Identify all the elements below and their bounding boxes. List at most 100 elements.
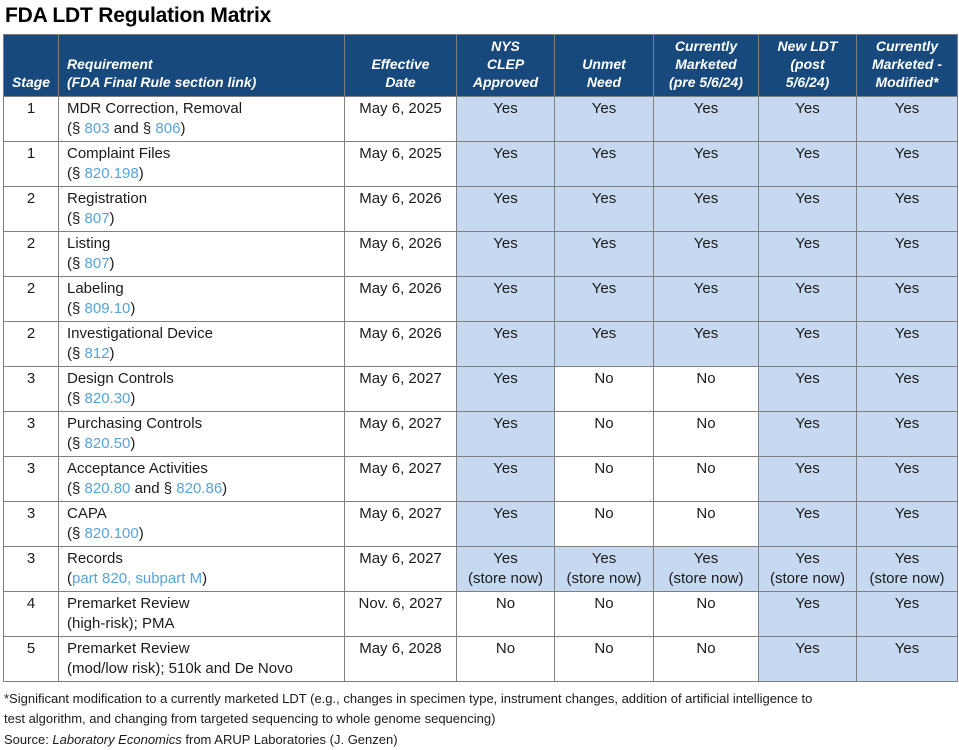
requirement-name: Acceptance Activities — [67, 460, 208, 477]
new-ldt-cell: Yes — [758, 186, 857, 232]
requirement-name: Investigational Device — [67, 325, 213, 342]
requirement-reference: (§ 807) — [67, 254, 342, 274]
section-link[interactable]: 820.86 — [176, 480, 223, 497]
stage-cell: 2 — [3, 231, 59, 277]
section-link[interactable]: 812 — [84, 345, 110, 362]
section-link[interactable]: 809.10 — [84, 300, 131, 317]
unmet-need-cell: No — [554, 636, 654, 682]
source-suffix: from ARUP Laboratories (J. Genzen) — [181, 732, 398, 748]
reference-text: ) — [130, 300, 136, 317]
effective-date-cell: May 6, 2026 — [344, 231, 457, 277]
unmet-need-cell: Yes — [554, 96, 654, 142]
reference-text: (§ — [67, 255, 85, 272]
new-ldt-cell: Yes — [758, 456, 857, 502]
requirement-name: MDR Correction, Removal — [67, 100, 243, 117]
nys-clep-cell: Yes — [456, 501, 555, 547]
page-title: FDA LDT Regulation Matrix — [5, 4, 272, 27]
reference-text: (§ — [67, 525, 85, 542]
section-link[interactable]: 820.50 — [84, 435, 131, 452]
nys-clep-cell: Yes — [456, 321, 555, 367]
requirement-name: Purchasing Controls — [67, 415, 203, 432]
footnote: *Significant modification to a currently… — [4, 691, 813, 727]
marketed-modified-cell: Yes — [856, 636, 958, 682]
effective-date-cell: Nov. 6, 2027 — [344, 591, 457, 637]
marketed-pre-cell: No — [653, 411, 759, 457]
stage-cell: 4 — [3, 591, 59, 637]
requirement-name: Records — [67, 550, 123, 567]
marketed-modified-cell: Yes — [856, 501, 958, 547]
unmet-need-cell: No — [554, 501, 654, 547]
requirement-cell: Design Controls (§ 820.30) — [58, 366, 345, 412]
new-ldt-cell: Yes — [758, 96, 857, 142]
requirement-reference: (§ 820.100) — [67, 524, 342, 544]
marketed-pre-cell: No — [653, 456, 759, 502]
col-header-unmet-need: Unmet Need — [554, 34, 654, 97]
col-header-new-ldt-post: New LDT (post 5/6/24) — [758, 34, 857, 97]
nys-clep-cell: No — [456, 636, 555, 682]
marketed-modified-cell: Yes — [856, 276, 958, 322]
new-ldt-cell: Yes — [758, 411, 857, 457]
section-link[interactable]: 820.80 — [84, 480, 131, 497]
requirement-reference: (§ 803 and § 806) — [67, 119, 342, 139]
reference-text: ) — [130, 435, 136, 452]
source-publication: Laboratory Economics — [52, 732, 182, 748]
reference-text: (§ — [67, 480, 85, 497]
requirement-cell: CAPA (§ 820.100) — [58, 501, 345, 547]
marketed-modified-cell: Yes — [856, 591, 958, 637]
unmet-need-cell: Yes — [554, 231, 654, 277]
reference-text: (§ — [67, 345, 85, 362]
marketed-pre-cell: No — [653, 591, 759, 637]
section-link[interactable]: 807 — [84, 255, 110, 272]
requirement-name: Design Controls — [67, 370, 174, 387]
requirement-name: Premarket Review — [67, 595, 190, 612]
section-link[interactable]: 807 — [84, 210, 110, 227]
table-row: 2 Labeling (§ 809.10) May 6, 2026 Yes Yes Yes Y… — [3, 276, 958, 322]
section-link[interactable]: 820.30 — [84, 390, 131, 407]
new-ldt-cell: Yes — [758, 501, 857, 547]
marketed-pre-cell: Yes — [653, 96, 759, 142]
table-body: 1 MDR Correction, Removal (§ 803 and § 806… — [3, 96, 958, 682]
marketed-modified-cell: Yes — [856, 96, 958, 142]
source-prefix: Source: — [4, 732, 53, 748]
table-row: 4 Premarket Review (high-risk); PMA Nov. 6,… — [3, 591, 958, 637]
reference-text: ) — [222, 480, 228, 497]
effective-date-cell: May 6, 2025 — [344, 141, 457, 187]
requirement-reference: (§ 820.80 and § 820.86) — [67, 479, 342, 499]
new-ldt-cell: Yes — [758, 366, 857, 412]
requirement-cell: Listing (§ 807) — [58, 231, 345, 277]
reference-text: (mod/low risk); 510k and De Novo — [67, 660, 293, 677]
stage-cell: 2 — [3, 276, 59, 322]
nys-clep-cell: Yes — [456, 411, 555, 457]
section-link[interactable]: 820.100 — [84, 525, 139, 542]
requirement-name: Complaint Files — [67, 145, 171, 162]
nys-clep-cell: Yes — [456, 231, 555, 277]
effective-date-cell: May 6, 2025 — [344, 96, 457, 142]
reference-text: ) — [202, 570, 208, 587]
new-ldt-cell: Yes — [758, 636, 857, 682]
effective-date-cell: May 6, 2027 — [344, 456, 457, 502]
requirement-name: Premarket Review — [67, 640, 190, 657]
section-link[interactable]: 820.198 — [84, 165, 139, 182]
reference-text: (§ — [67, 300, 85, 317]
col-header-nys-clep-approved: NYS CLEP Approved — [456, 34, 555, 97]
table-row: 3 Acceptance Activities (§ 820.80 and § 82… — [3, 456, 958, 502]
requirement-cell: Registration (§ 807) — [58, 186, 345, 232]
unmet-need-cell: Yes — [554, 321, 654, 367]
regulation-matrix-table: Stage Requirement (FDA Final Rule sectio… — [3, 34, 958, 682]
reference-text: ) — [109, 345, 115, 362]
section-link[interactable]: part 820, subpart M — [72, 570, 203, 587]
requirement-cell: Complaint Files (§ 820.198) — [58, 141, 345, 187]
marketed-modified-cell: Yes (store now) — [856, 546, 958, 592]
section-link[interactable]: 803 — [84, 120, 110, 137]
table-row: 3 Records (part 820, subpart M) May 6, 2027… — [3, 546, 958, 592]
requirement-name: CAPA — [67, 505, 107, 522]
requirement-reference: (§ 820.30) — [67, 389, 342, 409]
marketed-modified-cell: Yes — [856, 321, 958, 367]
stage-cell: 1 — [3, 96, 59, 142]
section-link[interactable]: 806 — [155, 120, 181, 137]
new-ldt-cell: Yes — [758, 276, 857, 322]
requirement-cell: Premarket Review (high-risk); PMA — [58, 591, 345, 637]
unmet-need-cell: Yes — [554, 276, 654, 322]
reference-text: (§ — [67, 165, 85, 182]
marketed-pre-cell: Yes — [653, 321, 759, 367]
